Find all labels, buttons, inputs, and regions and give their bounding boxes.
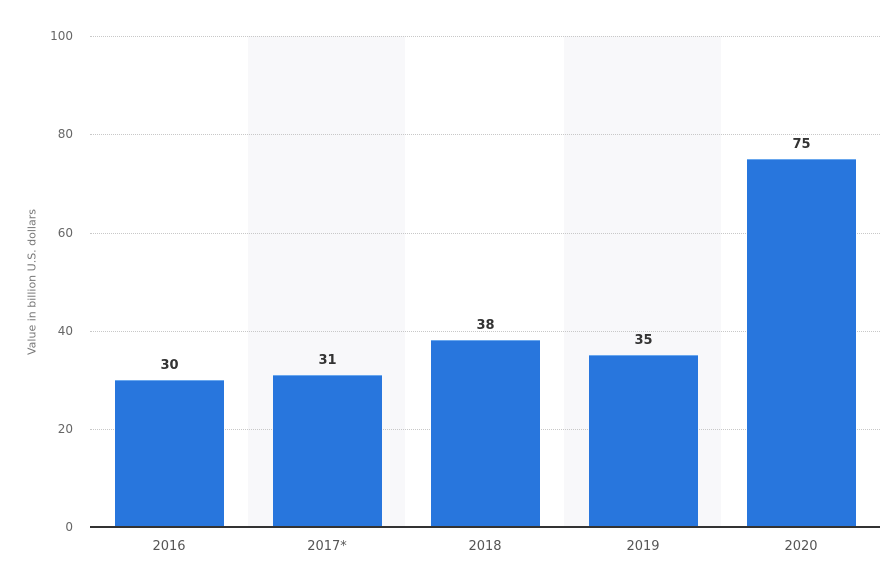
gridline-80 bbox=[90, 134, 880, 135]
x-tick-2016: 2016 bbox=[152, 539, 186, 554]
y-tick-60: 60 bbox=[57, 226, 73, 240]
y-tick-0: 0 bbox=[65, 520, 73, 534]
x-tick-2020: 2020 bbox=[784, 539, 818, 554]
value-label-2016: 30 bbox=[160, 357, 179, 373]
y-tick-100: 100 bbox=[50, 29, 73, 43]
x-tick-2019: 2019 bbox=[626, 539, 660, 554]
x-axis-line bbox=[90, 526, 880, 528]
y-tick-20: 20 bbox=[57, 422, 73, 436]
bar-2019[interactable] bbox=[589, 355, 698, 527]
x-tick-2017: 2017* bbox=[307, 539, 347, 554]
gridline-60 bbox=[90, 233, 880, 234]
value-label-2019: 35 bbox=[634, 333, 653, 349]
y-tick-80: 80 bbox=[57, 127, 73, 141]
y-axis-label: Value in billion U.S. dollars bbox=[25, 209, 39, 355]
bar-2020[interactable] bbox=[747, 158, 856, 527]
bar-2016[interactable] bbox=[115, 379, 224, 527]
bar-2017[interactable] bbox=[273, 374, 382, 527]
y-tick-40: 40 bbox=[57, 324, 73, 338]
gridline-100 bbox=[90, 36, 880, 37]
value-label-2017: 31 bbox=[318, 352, 337, 368]
x-tick-2018: 2018 bbox=[468, 539, 502, 554]
bar-2018[interactable] bbox=[431, 340, 540, 527]
value-label-2018: 38 bbox=[476, 318, 495, 334]
gridline-40 bbox=[90, 331, 880, 332]
value-label-2020: 75 bbox=[792, 136, 811, 152]
